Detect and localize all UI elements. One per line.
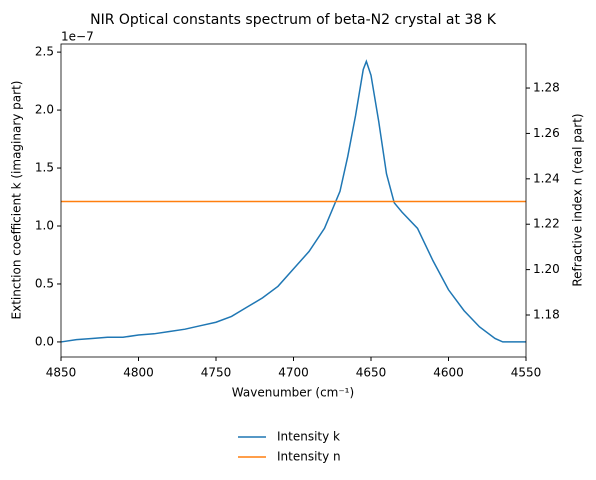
y-axis-label: Extinction coefficient k (imaginary part… <box>10 81 24 320</box>
y-tick-label: 1.0 <box>35 219 54 233</box>
y-tick-label: 2.0 <box>35 103 54 117</box>
y-tick-label: 2.5 <box>35 45 54 59</box>
y-tick-label: 0.0 <box>35 334 54 348</box>
y-tick-label: 1.5 <box>35 161 54 175</box>
data-line <box>60 59 526 343</box>
x-tick-label: 4550 <box>511 366 542 380</box>
y2-tick-label: 1.18 <box>533 308 560 322</box>
x-tick-label: 4600 <box>433 366 464 380</box>
plot-frame <box>60 43 527 358</box>
chart-title: NIR Optical constants spectrum of beta-N… <box>90 12 497 28</box>
x-tick-label: 4650 <box>356 366 387 380</box>
y2-axis-label: Refractive index n (real part) <box>571 113 585 286</box>
y-offset-label: 1e−7 <box>61 30 94 44</box>
x-tick-label: 4850 <box>46 366 77 380</box>
y2-tick-label: 1.22 <box>533 217 560 231</box>
x-tick-label: 4750 <box>201 366 232 380</box>
y-tick-label: 0.5 <box>35 276 54 290</box>
legend-label: Intensity k <box>277 430 340 444</box>
y2-tick-label: 1.20 <box>533 262 560 276</box>
y2-tick-label: 1.24 <box>533 171 560 185</box>
x-tick-label: 4800 <box>123 366 154 380</box>
x-tick-label: 4700 <box>278 366 309 380</box>
x-axis-label: Wavenumber (cm⁻¹) <box>232 386 354 400</box>
y2-tick-label: 1.26 <box>533 126 560 140</box>
legend-label: Intensity n <box>277 450 341 464</box>
y2-tick-label: 1.28 <box>533 81 560 95</box>
